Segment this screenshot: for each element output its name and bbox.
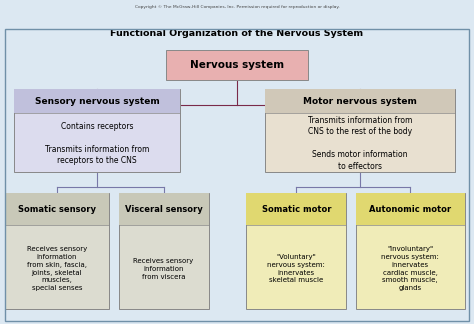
Text: "Voluntary"
nervous system:
innervates
skeletal muscle: "Voluntary" nervous system: innervates s… (267, 254, 325, 284)
Text: Sensory nervous system: Sensory nervous system (35, 97, 160, 106)
Text: Receives sensory
information
from skin, fascia,
joints, skeletal
muscles,
specia: Receives sensory information from skin, … (27, 246, 87, 291)
Text: Receives sensory
information
from viscera: Receives sensory information from viscer… (133, 258, 194, 280)
Text: Nervous system: Nervous system (190, 60, 284, 70)
Bar (246, 193, 346, 309)
Bar (118, 193, 209, 226)
Bar (246, 193, 346, 226)
Text: Functional Organization of the Nervous System: Functional Organization of the Nervous S… (110, 29, 364, 38)
Text: "Involuntary"
nervous system:
innervates
cardiac muscle,
smooth muscle,
glands: "Involuntary" nervous system: innervates… (381, 246, 439, 291)
Text: Visceral sensory: Visceral sensory (125, 205, 202, 214)
Bar (356, 193, 465, 309)
Bar (265, 89, 455, 112)
Text: Copyright © The McGraw-Hill Companies, Inc. Permission required for reproduction: Copyright © The McGraw-Hill Companies, I… (135, 5, 339, 9)
Text: Somatic sensory: Somatic sensory (18, 205, 96, 214)
Bar (118, 193, 209, 309)
Text: Autonomic motor: Autonomic motor (369, 205, 451, 214)
Text: Contains receptors

Transmits information from
receptors to the CNS: Contains receptors Transmits information… (45, 122, 149, 165)
Bar (5, 193, 109, 226)
Bar (5, 193, 109, 309)
Bar (356, 193, 465, 226)
Bar (166, 50, 308, 80)
Text: Transmits information from
CNS to the rest of the body

Sends motor information
: Transmits information from CNS to the re… (308, 116, 412, 171)
Bar (14, 89, 180, 172)
Text: Motor nervous system: Motor nervous system (303, 97, 417, 106)
Text: Somatic motor: Somatic motor (262, 205, 331, 214)
Bar (265, 89, 455, 172)
Bar (14, 89, 180, 112)
